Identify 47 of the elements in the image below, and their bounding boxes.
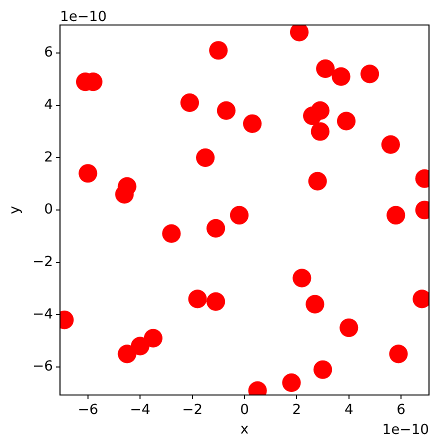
point [360,64,380,84]
point [230,206,249,225]
x-tick-label: 0 [240,402,249,418]
point [332,67,350,86]
point [340,318,358,338]
y-tick-label: −6 [32,358,53,375]
point [292,268,312,288]
point [306,294,324,314]
x-tick-label: −2 [182,402,203,418]
y-tick-label: −2 [32,254,53,270]
x-tick-label: 2 [292,402,302,418]
point [389,344,408,364]
point [316,59,335,78]
point [162,224,181,243]
point [206,292,226,311]
point [130,336,150,356]
x-tick-label: 4 [344,402,354,418]
x-axis-title: x [240,421,249,438]
y-tick-label: −4 [32,306,54,322]
point [206,219,226,238]
text: 1e−10 [60,9,107,25]
x-tick-label: −4 [130,402,151,418]
y-axis-title: y [6,206,23,214]
y-tick-label: 0 [44,202,53,218]
y-tick-label: 2 [44,149,53,166]
point [308,172,327,191]
point [188,290,207,308]
point [78,164,98,183]
point [216,101,236,120]
point [144,328,162,348]
point [243,114,262,133]
text: 1e−10 [382,422,429,438]
point [313,360,332,379]
point [303,106,322,126]
x-tick-label: 6 [396,402,406,418]
point [282,373,301,392]
point [310,122,330,141]
x-tick-label: −6 [78,402,98,418]
point [386,206,406,225]
point [336,112,356,130]
point [381,135,400,154]
y-tick-label: 6 [44,44,53,61]
point [180,93,199,112]
point [209,41,228,60]
y-tick-label: 4 [44,96,54,113]
point [196,148,215,167]
point [118,344,136,364]
